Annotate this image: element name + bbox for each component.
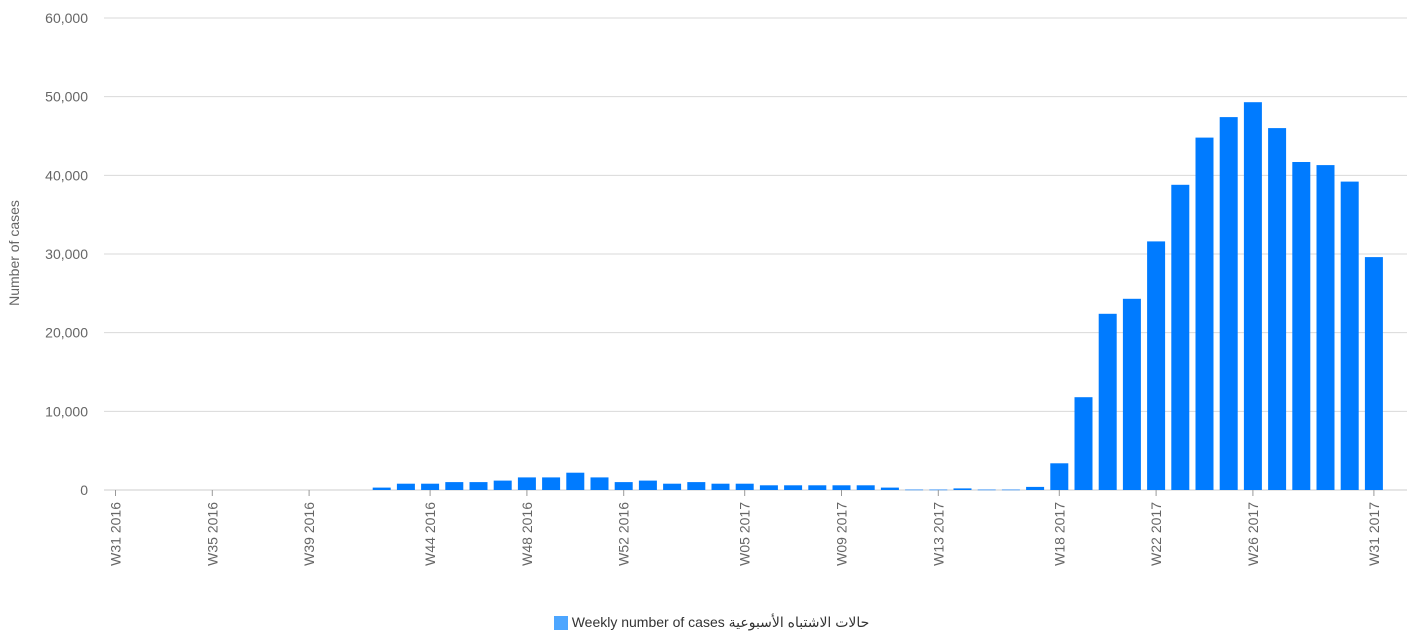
bar[interactable]	[372, 487, 391, 490]
x-tick-label: W05 2017	[737, 502, 753, 566]
bar[interactable]	[1292, 162, 1311, 490]
y-tick-label: 30,000	[45, 246, 88, 262]
gridlines	[104, 17, 1407, 491]
bar[interactable]	[1268, 128, 1287, 490]
bar[interactable]	[1171, 184, 1190, 491]
bar[interactable]	[1316, 165, 1335, 490]
bar[interactable]	[905, 489, 924, 491]
x-tick-label: W39 2016	[301, 502, 317, 566]
x-tick-label: W18 2017	[1051, 502, 1067, 566]
y-tick-label: 50,000	[45, 89, 88, 105]
bar[interactable]	[421, 483, 440, 490]
bar[interactable]	[493, 480, 512, 490]
bar[interactable]	[517, 477, 536, 490]
y-tick-label: 60,000	[45, 10, 88, 26]
bar[interactable]	[614, 482, 633, 490]
x-tick-label: W48 2016	[519, 502, 535, 566]
bar[interactable]	[638, 480, 657, 490]
bar[interactable]	[590, 477, 609, 490]
x-tick-label: W09 2017	[834, 502, 850, 566]
x-tick-label: W13 2017	[930, 502, 946, 566]
bar[interactable]	[687, 482, 706, 490]
x-tick-label: W26 2017	[1245, 502, 1261, 566]
x-tick-label: W35 2016	[204, 502, 220, 566]
bar[interactable]	[542, 477, 561, 490]
bar[interactable]	[1074, 397, 1093, 490]
x-axis: W31 2016 W35 2016 W39 2016 W44 2016 W48 2016…	[108, 490, 1382, 566]
bar[interactable]	[1001, 489, 1020, 491]
y-tick-label: 0	[80, 482, 88, 498]
bar[interactable]	[445, 482, 464, 490]
bar[interactable]	[735, 483, 754, 490]
bar[interactable]	[396, 483, 415, 490]
x-tick-label: W44 2016	[422, 502, 438, 566]
bar[interactable]	[1219, 117, 1238, 490]
y-tick-label: 10,000	[45, 403, 88, 419]
legend-swatch	[553, 615, 568, 630]
bar[interactable]	[977, 489, 996, 491]
bar[interactable]	[1195, 137, 1214, 490]
bar[interactable]	[1122, 298, 1141, 490]
bar[interactable]	[1364, 257, 1383, 490]
bar[interactable]	[566, 472, 585, 490]
bar[interactable]	[1340, 181, 1359, 490]
bar[interactable]	[1050, 463, 1069, 490]
bar[interactable]	[784, 485, 803, 490]
bar[interactable]	[832, 485, 851, 490]
y-axis-title: Number of cases	[6, 200, 22, 306]
y-tick-label: 40,000	[45, 167, 88, 183]
bar[interactable]	[1147, 241, 1166, 490]
bar[interactable]	[711, 483, 730, 490]
bar[interactable]	[1026, 486, 1045, 490]
y-axis: 0 10,000 20,000 30,000 40,000 50,000 60,000	[45, 10, 88, 498]
bar[interactable]	[1243, 102, 1262, 490]
x-tick-label: W31 2016	[108, 502, 124, 566]
bar[interactable]	[1098, 313, 1117, 490]
bar[interactable]	[856, 485, 875, 490]
bar[interactable]	[469, 482, 488, 490]
bar[interactable]	[880, 487, 899, 490]
bar[interactable]	[929, 489, 948, 491]
x-tick-label: W52 2016	[616, 502, 632, 566]
legend[interactable]: حالات الاشتباه الأسبوعية Weekly number o…	[0, 614, 1423, 633]
x-tick-label: W31 2017	[1366, 502, 1382, 566]
y-tick-label: 20,000	[45, 325, 88, 341]
x-tick-label: W22 2017	[1148, 502, 1164, 566]
legend-label: حالات الاشتباه الأسبوعية Weekly number o…	[571, 614, 870, 630]
bar[interactable]	[663, 483, 682, 490]
bar[interactable]	[808, 485, 827, 490]
bars	[372, 102, 1383, 491]
bar[interactable]	[953, 488, 972, 490]
bar[interactable]	[759, 485, 778, 490]
